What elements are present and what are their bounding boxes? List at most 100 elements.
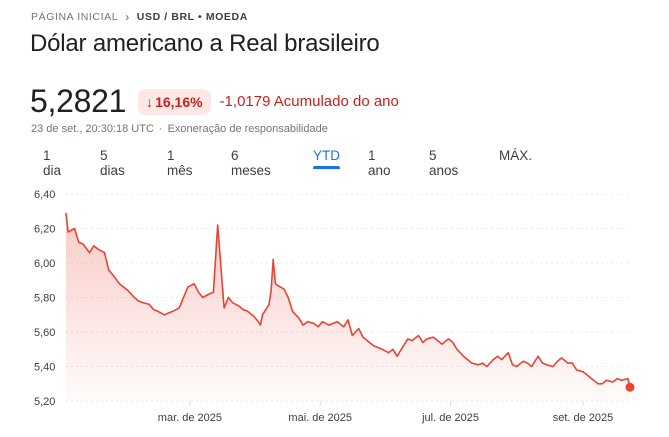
data-point	[287, 297, 289, 298]
data-point	[97, 248, 99, 250]
breadcrumb-current: USD / BRL • MOEDA	[136, 11, 248, 23]
data-point	[527, 362, 528, 364]
data-point	[112, 274, 114, 276]
data-point	[247, 310, 249, 312]
data-point	[567, 362, 569, 364]
data-point	[467, 359, 468, 360]
data-point	[163, 314, 165, 316]
tab-5-anos[interactable]: 5 anos	[429, 148, 459, 178]
data-point	[74, 228, 75, 229]
data-point	[93, 245, 95, 247]
data-point	[381, 348, 383, 350]
data-point	[78, 241, 80, 243]
price-chart[interactable]: 6,40 6,20 6,00 5,80 5,60 5,40 5,20 mar. de 2025…	[0, 178, 669, 437]
x-tick-label: mar. de 2025	[158, 412, 222, 424]
data-point	[571, 362, 573, 364]
meta-separator: ·	[158, 123, 163, 135]
data-point	[512, 364, 513, 366]
data-point	[257, 321, 259, 323]
tab-6-meses[interactable]: 6 meses	[231, 148, 271, 178]
data-point	[138, 300, 140, 302]
data-point	[433, 336, 434, 338]
data-point	[552, 366, 554, 367]
disclaimer-link[interactable]: Exoneração de responsabilidade	[167, 123, 328, 135]
data-point	[178, 307, 180, 309]
data-point	[65, 212, 67, 214]
data-point	[627, 378, 629, 379]
data-point	[347, 319, 349, 321]
data-point	[396, 355, 398, 357]
data-point	[522, 360, 524, 362]
data-point	[213, 291, 214, 293]
data-point	[142, 302, 144, 304]
data-point	[582, 371, 584, 373]
data-point	[452, 342, 454, 343]
breadcrumb-home-link[interactable]: PÁGINA INICIAL	[31, 11, 119, 23]
data-point	[482, 362, 483, 364]
data-point	[507, 352, 509, 354]
data-point	[377, 347, 379, 348]
data-point	[411, 340, 413, 341]
tab-máx[interactable]: MÁX.	[499, 148, 533, 163]
y-tick-label: 6,00	[34, 258, 55, 270]
change-percent-badge: ↓ 16,16%	[138, 88, 211, 115]
data-point	[67, 231, 69, 233]
data-point	[268, 304, 270, 305]
data-point	[119, 283, 120, 285]
x-tick-label: mai. de 2025	[288, 412, 352, 424]
data-point	[223, 307, 225, 309]
data-point	[157, 310, 159, 312]
data-point	[198, 291, 199, 293]
data-point	[606, 379, 607, 381]
data-point	[228, 297, 229, 298]
tab-1-ano[interactable]: 1 ano	[368, 148, 391, 178]
data-point	[516, 366, 518, 367]
data-point	[283, 288, 285, 290]
data-point	[456, 348, 458, 350]
data-point	[591, 378, 592, 379]
data-point	[275, 283, 276, 285]
price-area	[66, 213, 630, 401]
x-tick-label: set. de 2025	[553, 412, 614, 424]
data-point	[351, 335, 353, 336]
y-tick-label: 5,60	[34, 327, 55, 339]
y-tick-label: 5,20	[34, 396, 55, 408]
tab-ytd[interactable]: YTD	[313, 148, 340, 169]
arrow-down-icon: ↓	[146, 93, 154, 110]
data-point	[242, 309, 244, 310]
data-point	[208, 293, 210, 295]
tab-1-dia[interactable]: 1 dia	[43, 148, 62, 178]
data-point	[168, 312, 169, 314]
data-point	[202, 297, 204, 298]
data-point	[358, 328, 360, 329]
data-point	[313, 323, 315, 324]
data-point	[270, 290, 272, 291]
y-tick-label: 5,80	[34, 293, 55, 305]
data-point	[322, 321, 323, 323]
data-point	[172, 310, 174, 312]
data-point	[104, 252, 105, 254]
tab-5-dias[interactable]: 5 dias	[100, 148, 125, 178]
data-point	[193, 283, 195, 285]
data-point	[262, 314, 263, 316]
data-point	[260, 324, 261, 326]
data-point	[426, 338, 428, 340]
x-tick-label: jul. de 2025	[421, 412, 479, 424]
data-point	[123, 286, 125, 288]
data-point	[217, 224, 219, 226]
data-point	[463, 355, 464, 357]
y-tick-label: 6,20	[34, 224, 55, 236]
data-point	[537, 355, 539, 357]
data-point	[441, 343, 443, 345]
change-percent-value: 16,16%	[155, 93, 203, 110]
data-point	[127, 290, 129, 291]
current-price: 5,2821	[30, 83, 127, 119]
quote-meta: 23 de set., 20:30:18 UTC · Exoneração de…	[31, 123, 328, 135]
data-point	[328, 324, 330, 326]
data-point	[187, 286, 189, 288]
data-point	[612, 381, 614, 383]
last-price-marker	[625, 382, 635, 392]
data-point	[557, 360, 558, 362]
data-point	[153, 309, 155, 310]
tab-1-mês[interactable]: 1 mês	[167, 148, 193, 178]
